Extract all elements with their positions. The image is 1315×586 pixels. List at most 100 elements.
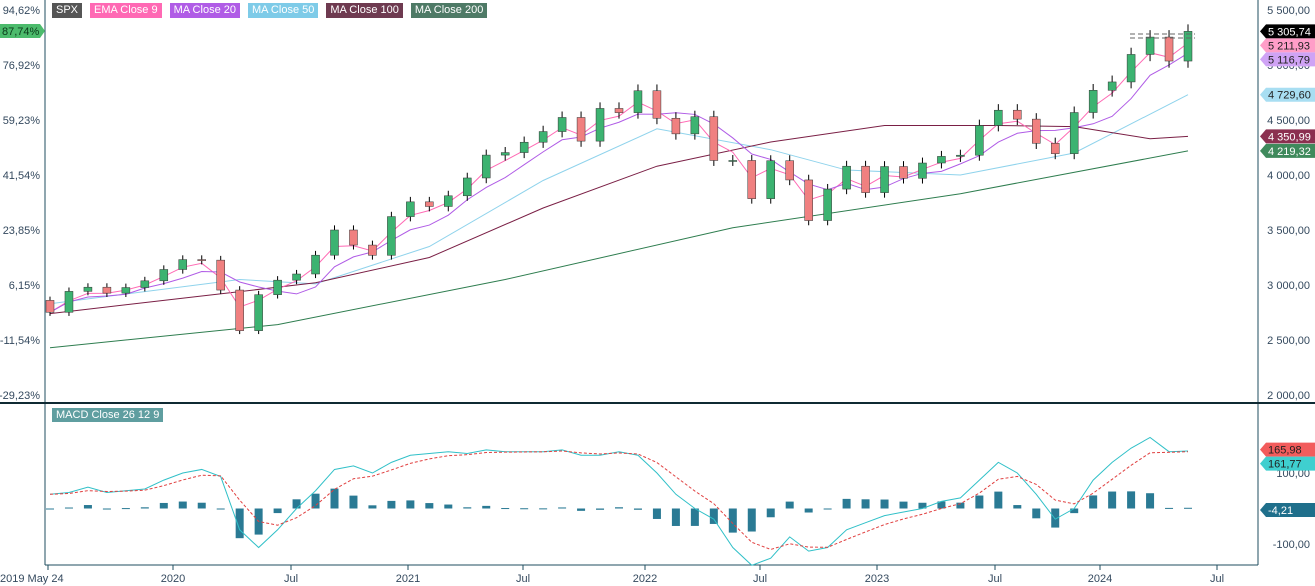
candle-body (747, 160, 757, 199)
candle-body (463, 177, 472, 197)
legend-item[interactable]: MA Close 50 (247, 3, 319, 18)
candle-body (595, 108, 605, 142)
candle-body (633, 90, 643, 113)
macd-histogram-bar (292, 499, 301, 509)
macd-histogram-bar (83, 505, 92, 509)
x-tick-label: Jul (988, 573, 1002, 585)
macd-signal-line (49, 450, 1189, 550)
macd-histogram-bar (596, 508, 605, 510)
macd-histogram-bar (159, 502, 168, 509)
macd-histogram-bar (558, 507, 567, 509)
value-tag: 5 116,79 (1260, 52, 1315, 67)
candle (785, 155, 794, 186)
percent-tick-label: 41,54% (3, 170, 41, 182)
candle-body (823, 188, 832, 221)
candle-body (956, 154, 965, 157)
candle (197, 255, 206, 265)
macd-histogram-bar (387, 500, 396, 509)
candle-body (899, 166, 908, 179)
macd-histogram-bar (64, 507, 73, 509)
macd-histogram-bar (425, 503, 434, 509)
candle (633, 84, 643, 119)
candle-body (690, 116, 700, 135)
candle-body (45, 300, 55, 313)
macd-histogram-bar (937, 501, 946, 509)
macd-histogram-bar (956, 502, 965, 509)
candle (994, 104, 1003, 132)
macd-histogram-bar (330, 488, 339, 509)
legend-item[interactable]: MA Close 200 (410, 3, 488, 18)
x-tick-label: 2019 May 24 (0, 573, 64, 585)
x-tick-label: 2021 (396, 573, 420, 585)
legend-item[interactable]: MA Close 100 (326, 3, 403, 18)
macd-histogram-bar (671, 508, 680, 526)
candle-body (1088, 90, 1098, 113)
value-tag: 4 729,60 (1260, 87, 1315, 102)
candle-body (216, 259, 225, 291)
macd-histogram-bar (861, 499, 870, 509)
candle (368, 240, 377, 260)
candle-body (538, 131, 548, 143)
candle (1032, 113, 1041, 149)
price-tick-label: 4 500,00 (1267, 115, 1310, 127)
candle-body (425, 201, 434, 207)
price-tick-label: 2 000,00 (1267, 390, 1310, 402)
legend-item[interactable]: MA Close 20 (169, 3, 240, 18)
candle-body (519, 141, 529, 153)
candle-body (861, 165, 870, 193)
value-tag-bg (1260, 38, 1315, 53)
x-tick-label: Jul (753, 573, 767, 585)
candle (918, 157, 927, 184)
candle-body (1183, 31, 1193, 62)
candle-body (1050, 143, 1060, 154)
candle-body (671, 117, 681, 135)
x-tick-label: 2022 (633, 573, 657, 585)
macd-histogram-bar (785, 501, 794, 509)
ma-line-50 (49, 94, 1189, 305)
candle (463, 172, 472, 201)
candle-body (102, 286, 112, 294)
candle (64, 287, 74, 316)
value-tag-bg (1260, 24, 1315, 39)
candle-body (842, 165, 851, 190)
macd-line (49, 436, 1189, 566)
candle (292, 269, 301, 285)
candle-body (444, 195, 453, 207)
candle (823, 183, 832, 226)
candle-body (254, 294, 263, 331)
macd-histogram-bar (1089, 495, 1098, 509)
macd-histogram-bar (1165, 507, 1174, 509)
candle (937, 150, 946, 169)
x-tick-label: 2020 (161, 573, 185, 585)
candle (406, 196, 415, 222)
candle (311, 250, 320, 279)
macd-histogram-bar (482, 505, 491, 509)
legend-item[interactable]: EMA Close 9 (90, 3, 162, 18)
candle (178, 255, 188, 274)
percent-tick-label: 6,15% (9, 280, 40, 292)
candle-body (292, 273, 301, 281)
macd-histogram-bar (501, 508, 510, 510)
candle (519, 136, 529, 159)
value-tag: 161,77 (1260, 456, 1315, 471)
macd-histogram-bar (577, 508, 586, 511)
price-tick-label: 5 500,00 (1267, 5, 1310, 17)
candle-body (159, 269, 169, 282)
x-tick-label: 2024 (1088, 573, 1112, 585)
macd-histogram-bar (975, 495, 984, 509)
value-tag-text: 165,98 (1268, 445, 1302, 457)
macd-histogram-bar (102, 508, 111, 510)
candle (1050, 137, 1060, 160)
candle (747, 155, 757, 204)
candle-body (64, 291, 74, 313)
macd-histogram-bar (1051, 508, 1060, 528)
candle (45, 296, 55, 316)
candle-body (652, 90, 662, 119)
candle (1183, 24, 1193, 68)
macd-histogram-bar (273, 508, 282, 514)
candle (1069, 106, 1079, 160)
legend-item[interactable]: SPX (52, 3, 83, 18)
macd-histogram-bar (823, 508, 832, 510)
